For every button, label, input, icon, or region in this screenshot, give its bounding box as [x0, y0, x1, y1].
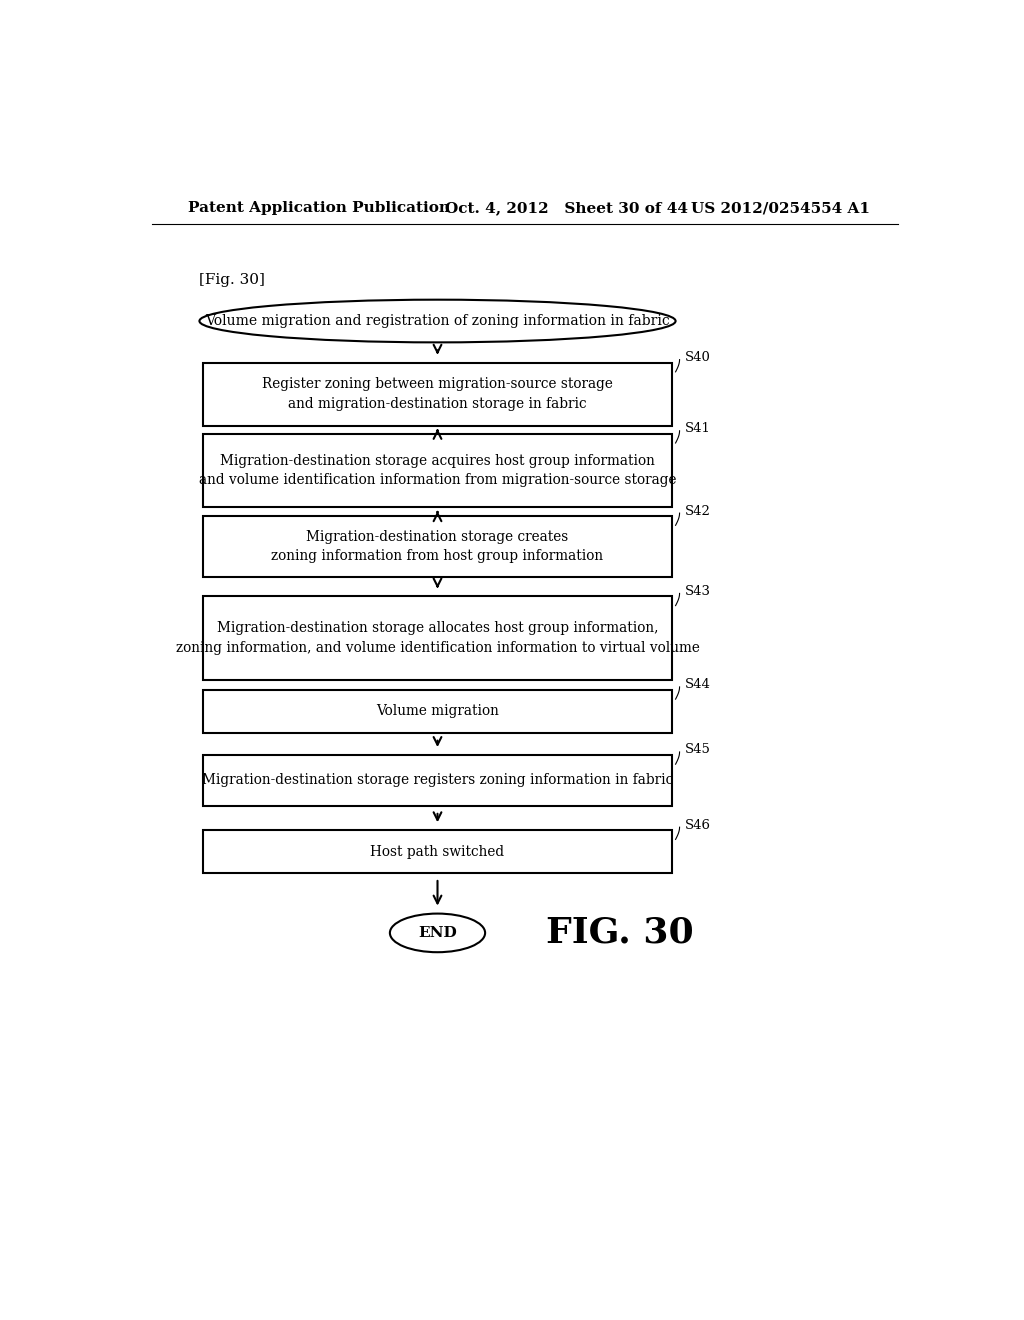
Text: Migration-destination storage creates
zoning information from host group informa: Migration-destination storage creates zo… — [271, 529, 603, 564]
Text: S41: S41 — [685, 422, 711, 436]
Text: S46: S46 — [685, 818, 711, 832]
Text: Migration-destination storage registers zoning information in fabric: Migration-destination storage registers … — [202, 774, 673, 788]
Bar — [204, 830, 672, 873]
Text: Register zoning between migration-source storage
and migration-destination stora: Register zoning between migration-source… — [262, 378, 613, 411]
Text: Migration-destination storage allocates host group information,
zoning informati: Migration-destination storage allocates … — [175, 622, 699, 655]
Text: Host path switched: Host path switched — [371, 845, 505, 858]
Bar — [204, 690, 672, 733]
Text: Migration-destination storage acquires host group information
and volume identif: Migration-destination storage acquires h… — [199, 454, 676, 487]
Text: FIG. 30: FIG. 30 — [546, 916, 694, 950]
Text: S43: S43 — [685, 585, 711, 598]
Text: S40: S40 — [685, 351, 711, 364]
Text: END: END — [418, 925, 457, 940]
Bar — [204, 516, 672, 577]
Bar — [204, 755, 672, 805]
Text: S44: S44 — [685, 678, 711, 692]
Text: Oct. 4, 2012   Sheet 30 of 44: Oct. 4, 2012 Sheet 30 of 44 — [445, 201, 688, 215]
Text: US 2012/0254554 A1: US 2012/0254554 A1 — [691, 201, 870, 215]
Text: S45: S45 — [685, 743, 711, 756]
Bar — [204, 597, 672, 680]
Bar — [204, 434, 672, 507]
Text: S42: S42 — [685, 504, 711, 517]
Text: Volume migration: Volume migration — [376, 705, 499, 718]
Bar — [204, 363, 672, 426]
Text: Patent Application Publication: Patent Application Publication — [187, 201, 450, 215]
Text: Volume migration and registration of zoning information in fabric: Volume migration and registration of zon… — [205, 314, 670, 329]
Text: [Fig. 30]: [Fig. 30] — [200, 273, 265, 288]
